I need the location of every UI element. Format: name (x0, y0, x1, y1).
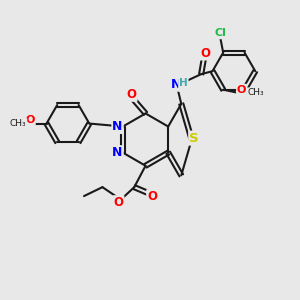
Text: O: O (127, 88, 136, 101)
Text: N: N (112, 146, 123, 159)
Text: H: H (179, 78, 188, 88)
Text: Cl: Cl (214, 28, 226, 38)
Text: N: N (171, 78, 181, 91)
Text: O: O (26, 115, 35, 125)
Text: CH₃: CH₃ (248, 88, 264, 97)
Text: S: S (189, 132, 199, 145)
Text: CH₃: CH₃ (10, 119, 27, 128)
Text: O: O (237, 85, 246, 95)
Text: N: N (112, 120, 123, 133)
Text: O: O (113, 196, 124, 209)
Text: O: O (201, 46, 211, 59)
Text: O: O (147, 190, 157, 203)
